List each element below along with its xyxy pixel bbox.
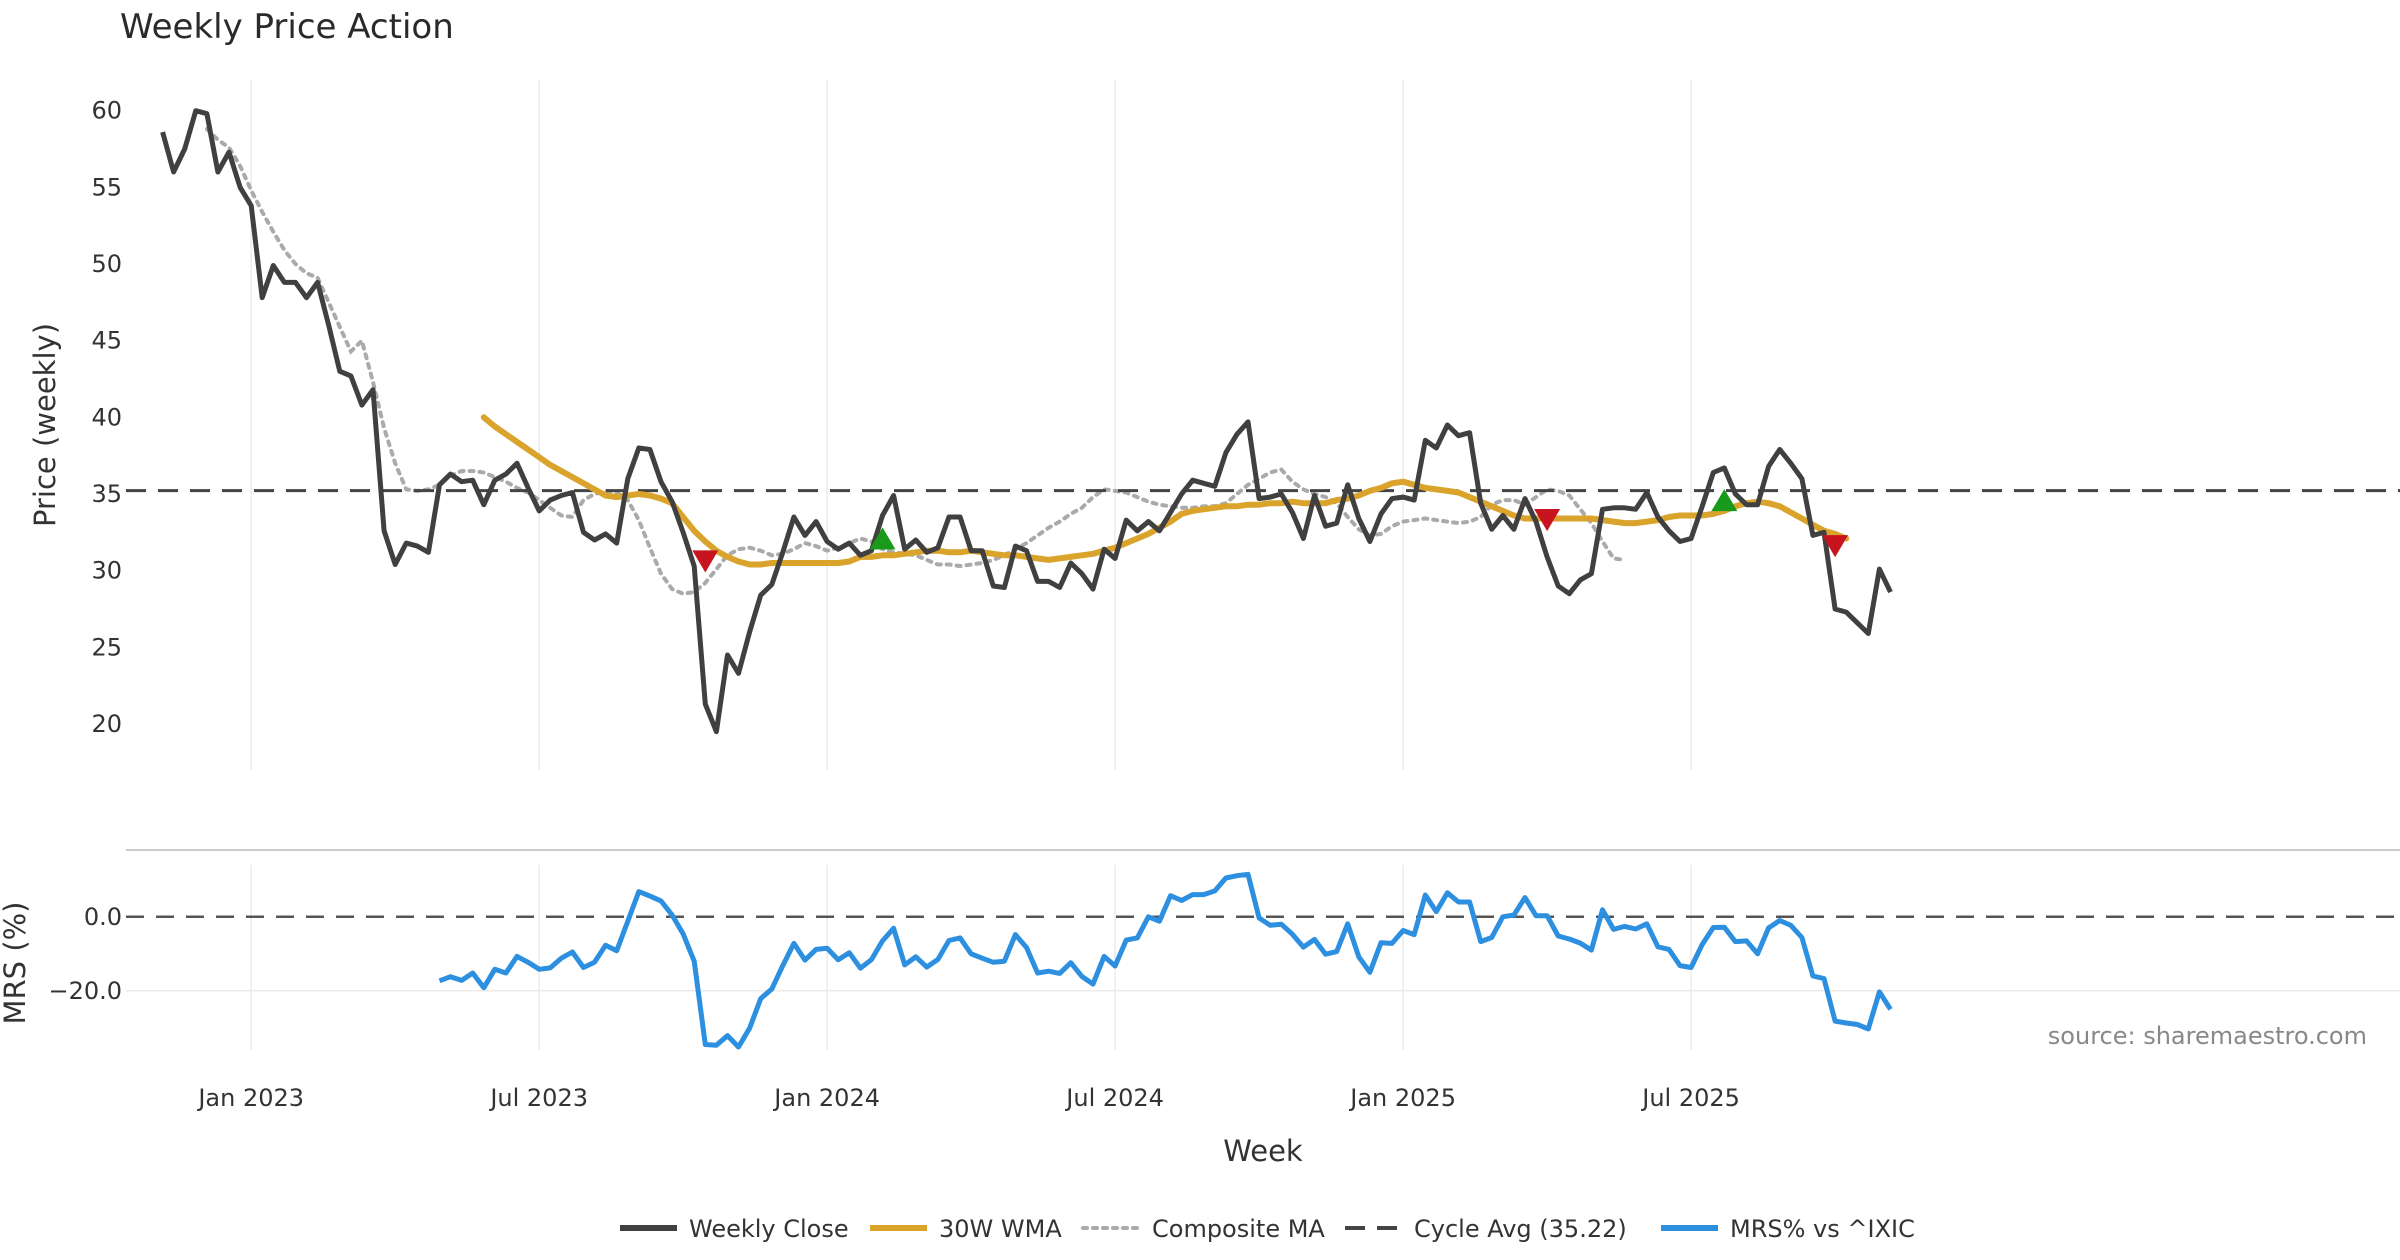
- weekly-close-line: [160, 108, 1893, 735]
- buy-signal-marker: [1711, 489, 1738, 512]
- sell-signal-marker: [692, 550, 719, 573]
- x-ticks: Jan 2023 Jul 2023 Jan 2024 Jul 2024 Jan 2025…: [196, 1084, 1740, 1112]
- x-tick-label: Jul 2023: [488, 1084, 588, 1112]
- mrs-y-ticks: 0.0 −20.0: [48, 903, 122, 1005]
- mrs-y-tick-label: −20.0: [48, 977, 122, 1005]
- price-y-tick-label: 60: [91, 97, 122, 125]
- mrs-y-tick-label: 0.0: [84, 903, 122, 931]
- x-tick-label: Jan 2024: [772, 1084, 880, 1112]
- price-y-tick-label: 35: [91, 480, 122, 508]
- mrs-line: [438, 871, 1893, 1050]
- price-y-tick-label: 45: [91, 327, 122, 355]
- legend: Weekly Close 30W WMA Composite MA Cycle Avg…: [620, 1215, 1915, 1243]
- sell-signal-marker: [1534, 509, 1561, 532]
- source-label: source: sharemaestro.com: [2048, 1022, 2367, 1050]
- legend-label: MRS% vs ^IXIC: [1730, 1215, 1915, 1243]
- signal-markers: [692, 489, 1849, 573]
- x-tick-label: Jul 2025: [1640, 1084, 1740, 1112]
- price-series: [126, 108, 2400, 735]
- price-y-tick-label: 30: [91, 557, 122, 585]
- mrs-series: [126, 871, 2400, 1050]
- legend-label: Weekly Close: [689, 1215, 849, 1243]
- x-tick-label: Jan 2025: [1348, 1084, 1456, 1112]
- sell-signal-marker: [1822, 535, 1849, 558]
- price-y-tick-label: 25: [91, 633, 122, 661]
- x-tick-label: Jul 2024: [1064, 1084, 1164, 1112]
- x-tick-label: Jan 2023: [196, 1084, 304, 1112]
- legend-label: 30W WMA: [939, 1215, 1062, 1243]
- chart-title: Weekly Price Action: [120, 7, 454, 47]
- legend-label: Cycle Avg (35.22): [1414, 1215, 1627, 1243]
- price-grid: [250, 80, 1692, 770]
- mrs-grid: [126, 865, 2400, 1050]
- buy-signal-marker: [869, 527, 896, 550]
- price-axis-title: Price (weekly): [28, 323, 62, 527]
- price-y-tick-label: 20: [91, 710, 122, 738]
- composite-ma-line: [204, 127, 1627, 596]
- price-y-tick-label: 40: [91, 403, 122, 431]
- mrs-axis-title: MRS (%): [0, 902, 32, 1025]
- price-y-tick-label: 50: [91, 250, 122, 278]
- legend-label: Composite MA: [1152, 1215, 1325, 1243]
- price-y-tick-label: 55: [91, 173, 122, 201]
- price-y-ticks: 20 25 30 35 40 45 50 55 60: [91, 97, 122, 738]
- x-axis-title: Week: [1223, 1134, 1303, 1168]
